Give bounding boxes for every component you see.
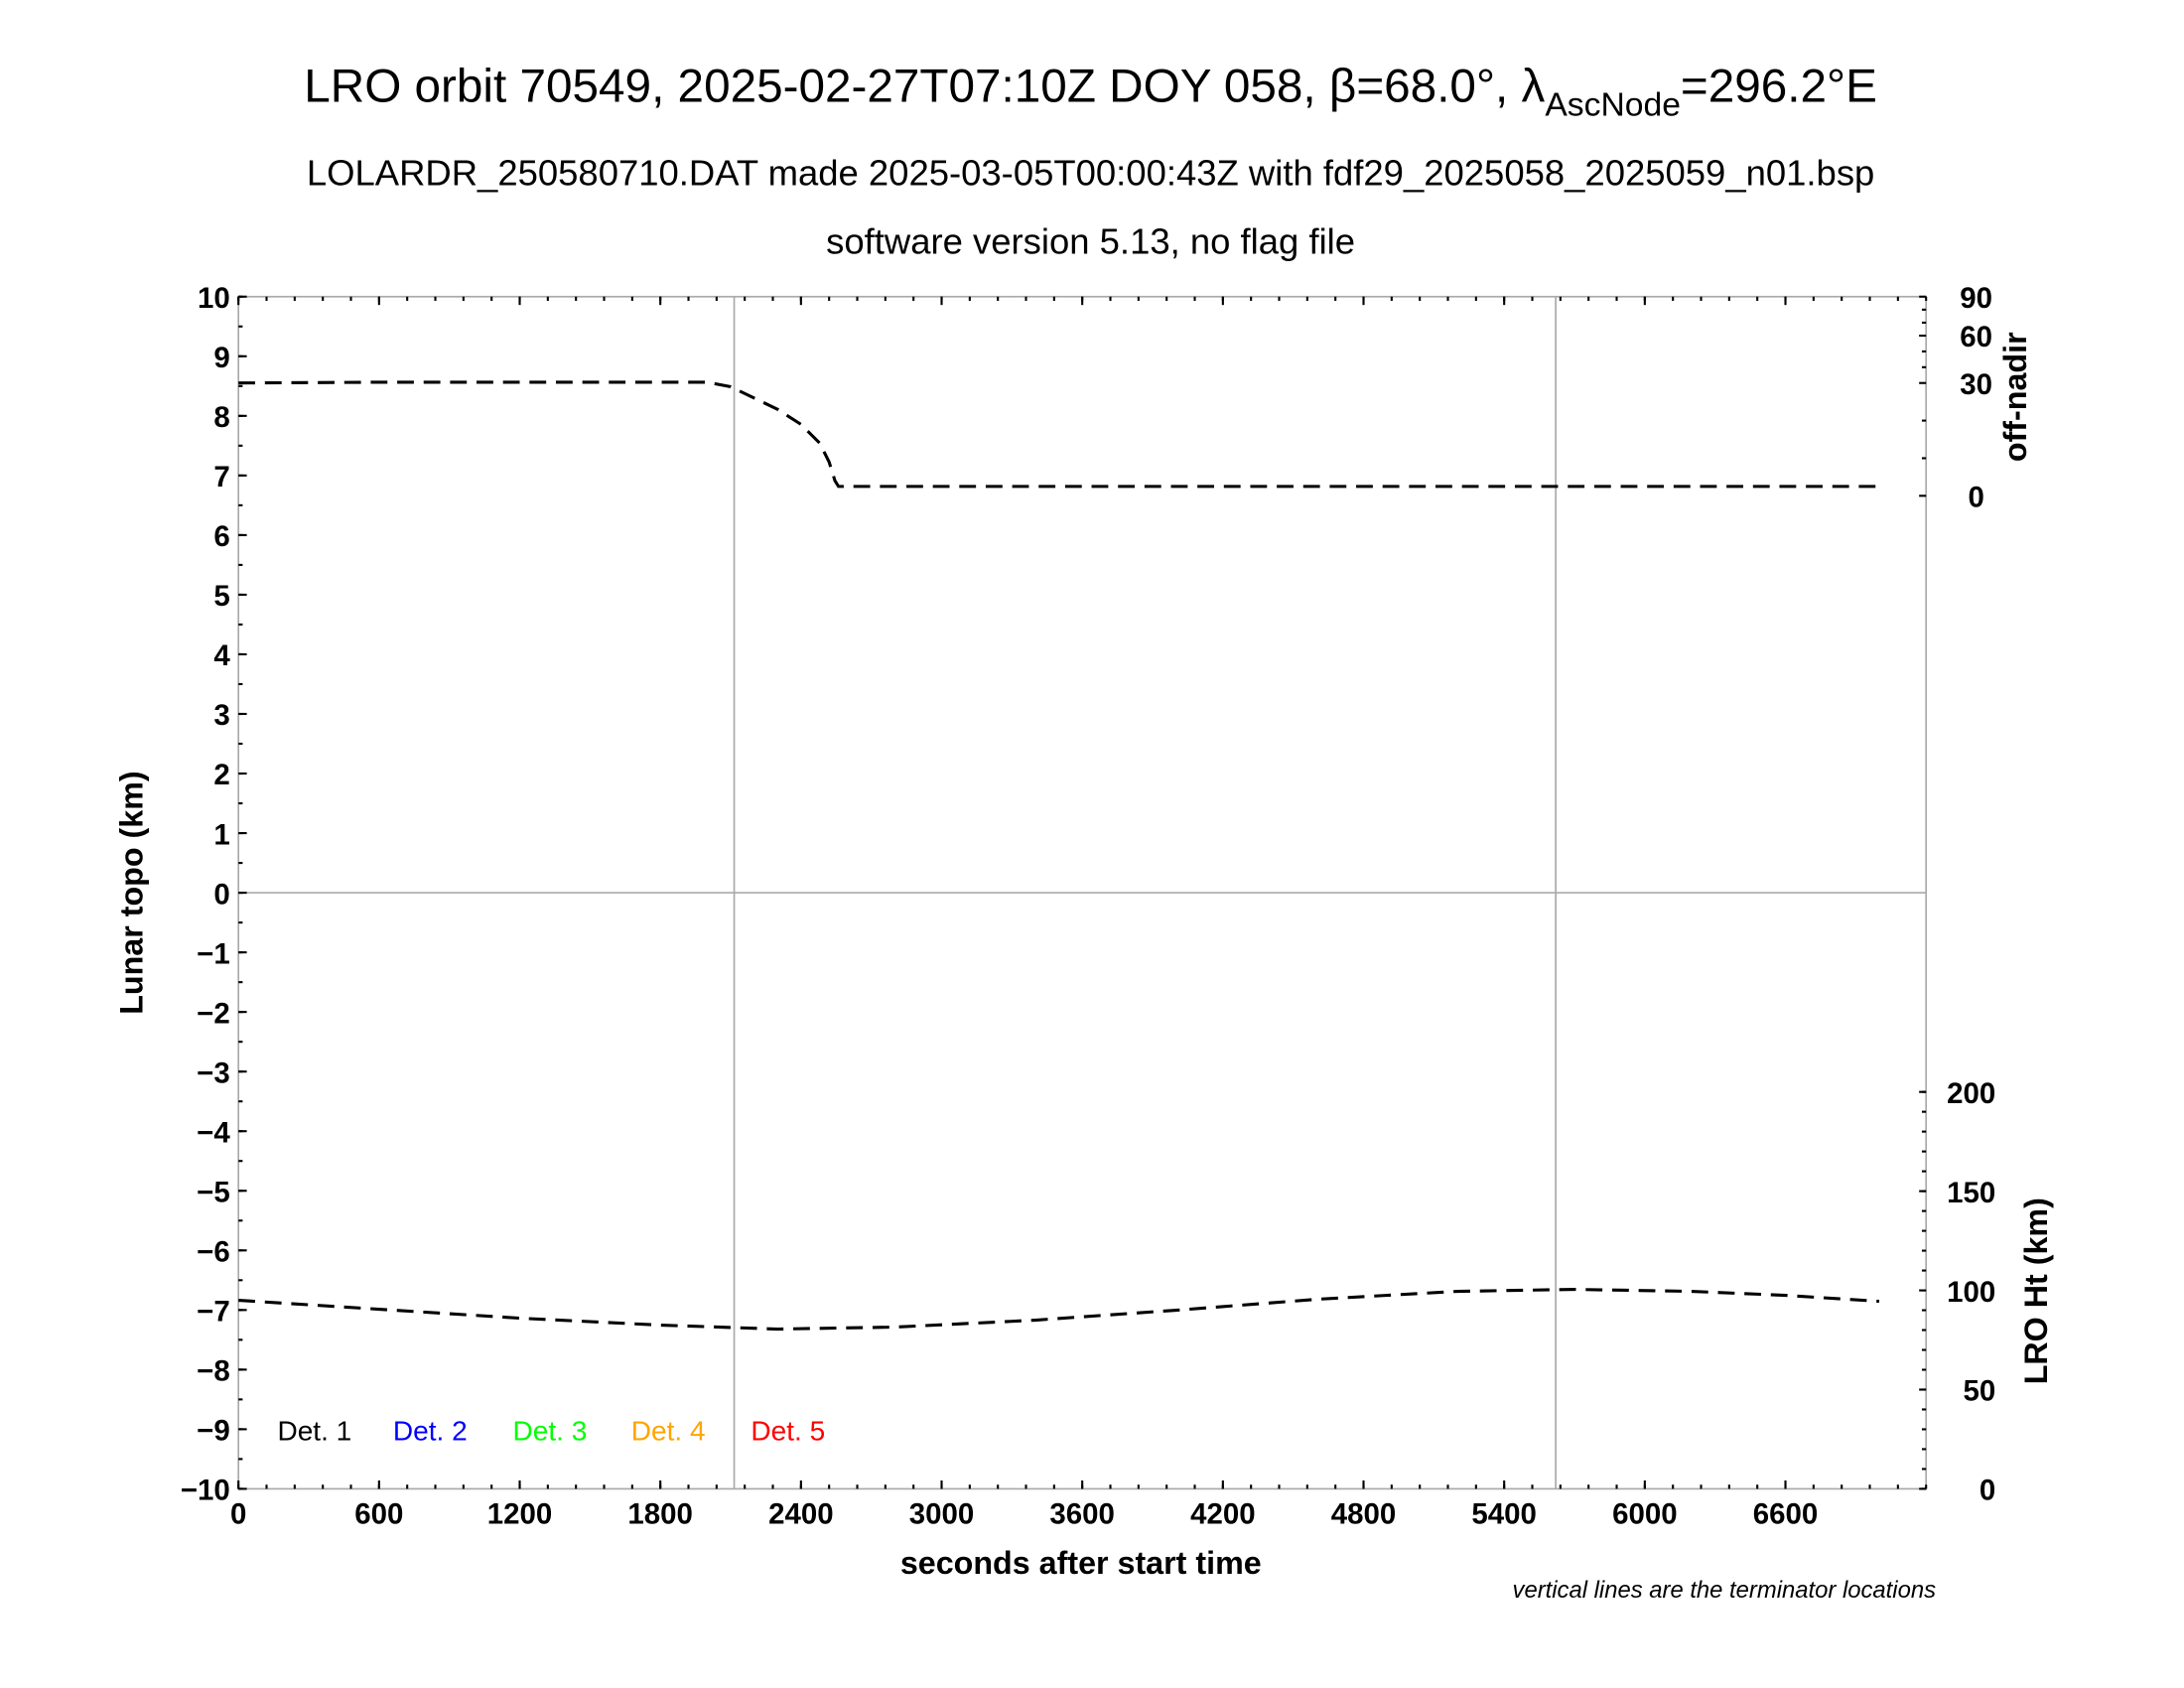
- y-tick-label: −4: [197, 1116, 230, 1149]
- legend-item-det-2: Det. 2: [393, 1415, 468, 1446]
- height-axis-label: LRO Ht (km): [2018, 1197, 2054, 1384]
- x-tick-label: 3000: [909, 1497, 974, 1530]
- y-tick-label: 2: [213, 759, 229, 791]
- x-tick-label: 5400: [1471, 1497, 1537, 1530]
- y-tick-label: 9: [213, 342, 229, 374]
- height-tick-label: 50: [1964, 1375, 1996, 1408]
- y-tick-label: 4: [213, 639, 230, 672]
- y-tick-label: −6: [197, 1236, 230, 1269]
- y-axis-label: Lunar topo (km): [113, 771, 149, 1014]
- y-tick-label: 10: [198, 282, 230, 315]
- legend-item-det-1: Det. 1: [277, 1415, 351, 1446]
- y-tick-label: −5: [197, 1176, 230, 1208]
- x-tick-label: 600: [354, 1497, 403, 1530]
- off-nadir-axis-label: off-nadir: [1997, 332, 2033, 462]
- legend-item-det-4: Det. 4: [631, 1415, 706, 1446]
- height-tick-label: 100: [1947, 1276, 1995, 1309]
- legend-item-det-3: Det. 3: [513, 1415, 588, 1446]
- x-tick-label: 1200: [487, 1497, 552, 1530]
- x-tick-label: 0: [230, 1497, 246, 1530]
- y-tick-label: −7: [197, 1296, 230, 1329]
- x-tick-label: 4200: [1190, 1497, 1256, 1530]
- x-tick-label: 1800: [627, 1497, 693, 1530]
- legend-item-det-5: Det. 5: [751, 1415, 825, 1446]
- subtitle-file: LOLARDR_250580710.DAT made 2025-03-05T00…: [307, 153, 1874, 194]
- y-tick-label: 0: [213, 878, 229, 911]
- y-tick-label: −3: [197, 1056, 230, 1089]
- off-nadir-tick-label: 60: [1960, 321, 1992, 353]
- x-tick-label: 6000: [1612, 1497, 1678, 1530]
- lro-height-line: [238, 1288, 1880, 1332]
- y-tick-label: 6: [213, 520, 229, 553]
- subtitle-version: software version 5.13, no flag file: [826, 220, 1355, 261]
- height-tick-label: 150: [1947, 1177, 1995, 1209]
- y-tick-label: 1: [213, 818, 229, 851]
- y-tick-label: 8: [213, 401, 229, 434]
- terminator-note: vertical lines are the terminator locati…: [1513, 1577, 1937, 1604]
- x-tick-label: 3600: [1049, 1497, 1115, 1530]
- y-tick-label: 3: [213, 699, 229, 732]
- off-nadir-tick-label: 90: [1960, 282, 1992, 315]
- y-tick-label: −2: [197, 997, 230, 1030]
- off-nadir-tick-label: 0: [1968, 482, 1983, 514]
- x-axis-label: seconds after start time: [900, 1545, 1262, 1581]
- off-nadir-line: [238, 380, 1879, 489]
- x-tick-label: 4800: [1331, 1497, 1397, 1530]
- y-tick-label: −1: [197, 937, 230, 970]
- y-tick-label: 5: [213, 580, 229, 613]
- height-tick-label: 0: [1979, 1475, 1995, 1507]
- y-tick-label: −9: [197, 1415, 230, 1448]
- y-tick-label: −8: [197, 1355, 230, 1388]
- y-tick-label: 7: [213, 461, 229, 493]
- x-tick-label: 6600: [1753, 1497, 1819, 1530]
- x-tick-label: 2400: [768, 1497, 833, 1530]
- off-nadir-tick-label: 30: [1960, 368, 1992, 401]
- chart-title: LRO orbit 70549, 2025-02-27T07:10Z DOY 0…: [304, 60, 1877, 123]
- y-tick-label: −10: [181, 1475, 230, 1507]
- height-tick-label: 200: [1947, 1077, 1995, 1110]
